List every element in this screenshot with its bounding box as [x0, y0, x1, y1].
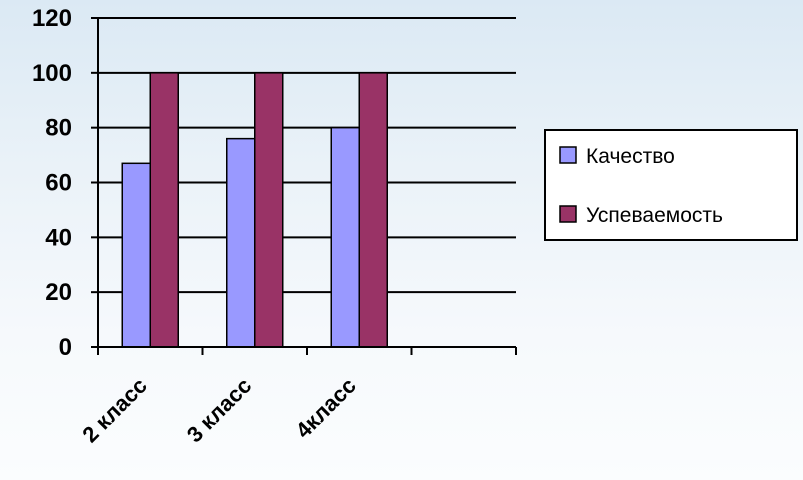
- bar-performance: [149, 72, 179, 348]
- y-tick-label: 60: [45, 170, 72, 197]
- axes: [97, 18, 517, 355]
- y-tick-label: 80: [45, 115, 72, 142]
- legend-swatch-performance: [559, 205, 577, 223]
- x-category-label: 3 класс: [182, 373, 256, 447]
- y-tick-label: 40: [45, 224, 72, 251]
- bar-quality: [226, 137, 256, 348]
- y-axis-tick-labels: 0 20 40 60 80 100 120: [32, 5, 72, 361]
- x-category-label: 2 класс: [77, 373, 151, 447]
- legend-label-quality: Качество: [586, 145, 675, 168]
- y-tick-label: 120: [32, 5, 72, 32]
- legend: Качество Успеваемость: [544, 129, 798, 241]
- y-tick-label: 100: [32, 60, 72, 87]
- bar-quality: [121, 162, 151, 348]
- bar-performance: [358, 72, 388, 348]
- legend-swatch-quality: [559, 146, 577, 164]
- y-tick-label: 20: [45, 279, 72, 306]
- bars: [121, 72, 388, 348]
- y-tick-label: 0: [59, 334, 72, 361]
- category-labels: 2 класс 3 класс 4класс: [77, 373, 360, 447]
- bar-quality: [330, 126, 360, 348]
- legend-box: [544, 129, 798, 241]
- x-category-label: 4класс: [291, 373, 361, 443]
- legend-label-performance: Успеваемость: [586, 204, 723, 227]
- bar-performance: [254, 72, 284, 348]
